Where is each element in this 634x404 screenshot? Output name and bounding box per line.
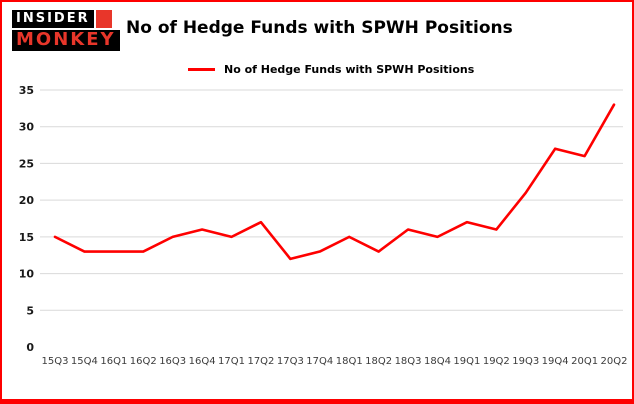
y-axis-tick-label: 20 xyxy=(19,194,35,207)
x-axis-tick-label: 19Q2 xyxy=(483,356,510,367)
logo-row-insider: INSIDER xyxy=(12,10,112,28)
x-axis-tick-label: 18Q3 xyxy=(395,356,422,367)
y-axis-tick-label: 0 xyxy=(26,341,34,354)
header: INSIDER MONKEY No of Hedge Funds with SP… xyxy=(12,10,513,51)
y-axis-tick-label: 10 xyxy=(19,268,35,281)
x-axis-tick-label: 20Q2 xyxy=(601,356,628,367)
hedge-funds-series-line xyxy=(53,103,616,261)
monkey-icon xyxy=(95,10,112,28)
x-axis-tick-label: 17Q4 xyxy=(306,356,333,367)
x-axis-tick-label: 17Q3 xyxy=(277,356,304,367)
legend-line-swatch xyxy=(188,67,215,71)
x-axis-tick-label: 16Q1 xyxy=(100,356,127,367)
logo-text-monkey: MONKEY xyxy=(12,30,120,51)
x-axis-tick-label: 19Q4 xyxy=(542,356,569,367)
x-axis-tick-label: 18Q2 xyxy=(365,356,392,367)
x-axis-tick-label: 15Q4 xyxy=(71,356,98,367)
x-axis-tick-label: 16Q2 xyxy=(130,356,157,367)
chart-title: No of Hedge Funds with SPWH Positions xyxy=(126,17,513,38)
x-axis-tick-label: 18Q1 xyxy=(336,356,363,367)
insider-monkey-logo: INSIDER MONKEY xyxy=(12,10,120,51)
x-axis-tick-label: 20Q1 xyxy=(571,356,598,367)
legend: No of Hedge Funds with SPWH Positions xyxy=(188,62,474,76)
x-axis-tick-label: 16Q4 xyxy=(189,356,216,367)
legend-label: No of Hedge Funds with SPWH Positions xyxy=(224,62,475,76)
y-axis-tick-label: 5 xyxy=(26,304,34,317)
x-axis-tick-label: 15Q3 xyxy=(42,356,69,367)
y-axis-tick-label: 30 xyxy=(19,121,35,134)
y-axis-tick-label: 15 xyxy=(19,231,34,244)
x-axis-tick-label: 19Q1 xyxy=(453,356,480,367)
x-axis-tick-label: 16Q3 xyxy=(159,356,186,367)
x-axis-tick-label: 17Q2 xyxy=(247,356,274,367)
x-axis-tick-label: 19Q3 xyxy=(512,356,539,367)
y-axis-tick-label: 25 xyxy=(19,157,34,170)
y-axis-tick-label: 35 xyxy=(19,84,34,97)
logo-text-insider: INSIDER xyxy=(12,10,94,28)
x-axis-tick-label: 18Q4 xyxy=(424,356,451,367)
x-axis-tick-label: 17Q1 xyxy=(218,356,245,367)
